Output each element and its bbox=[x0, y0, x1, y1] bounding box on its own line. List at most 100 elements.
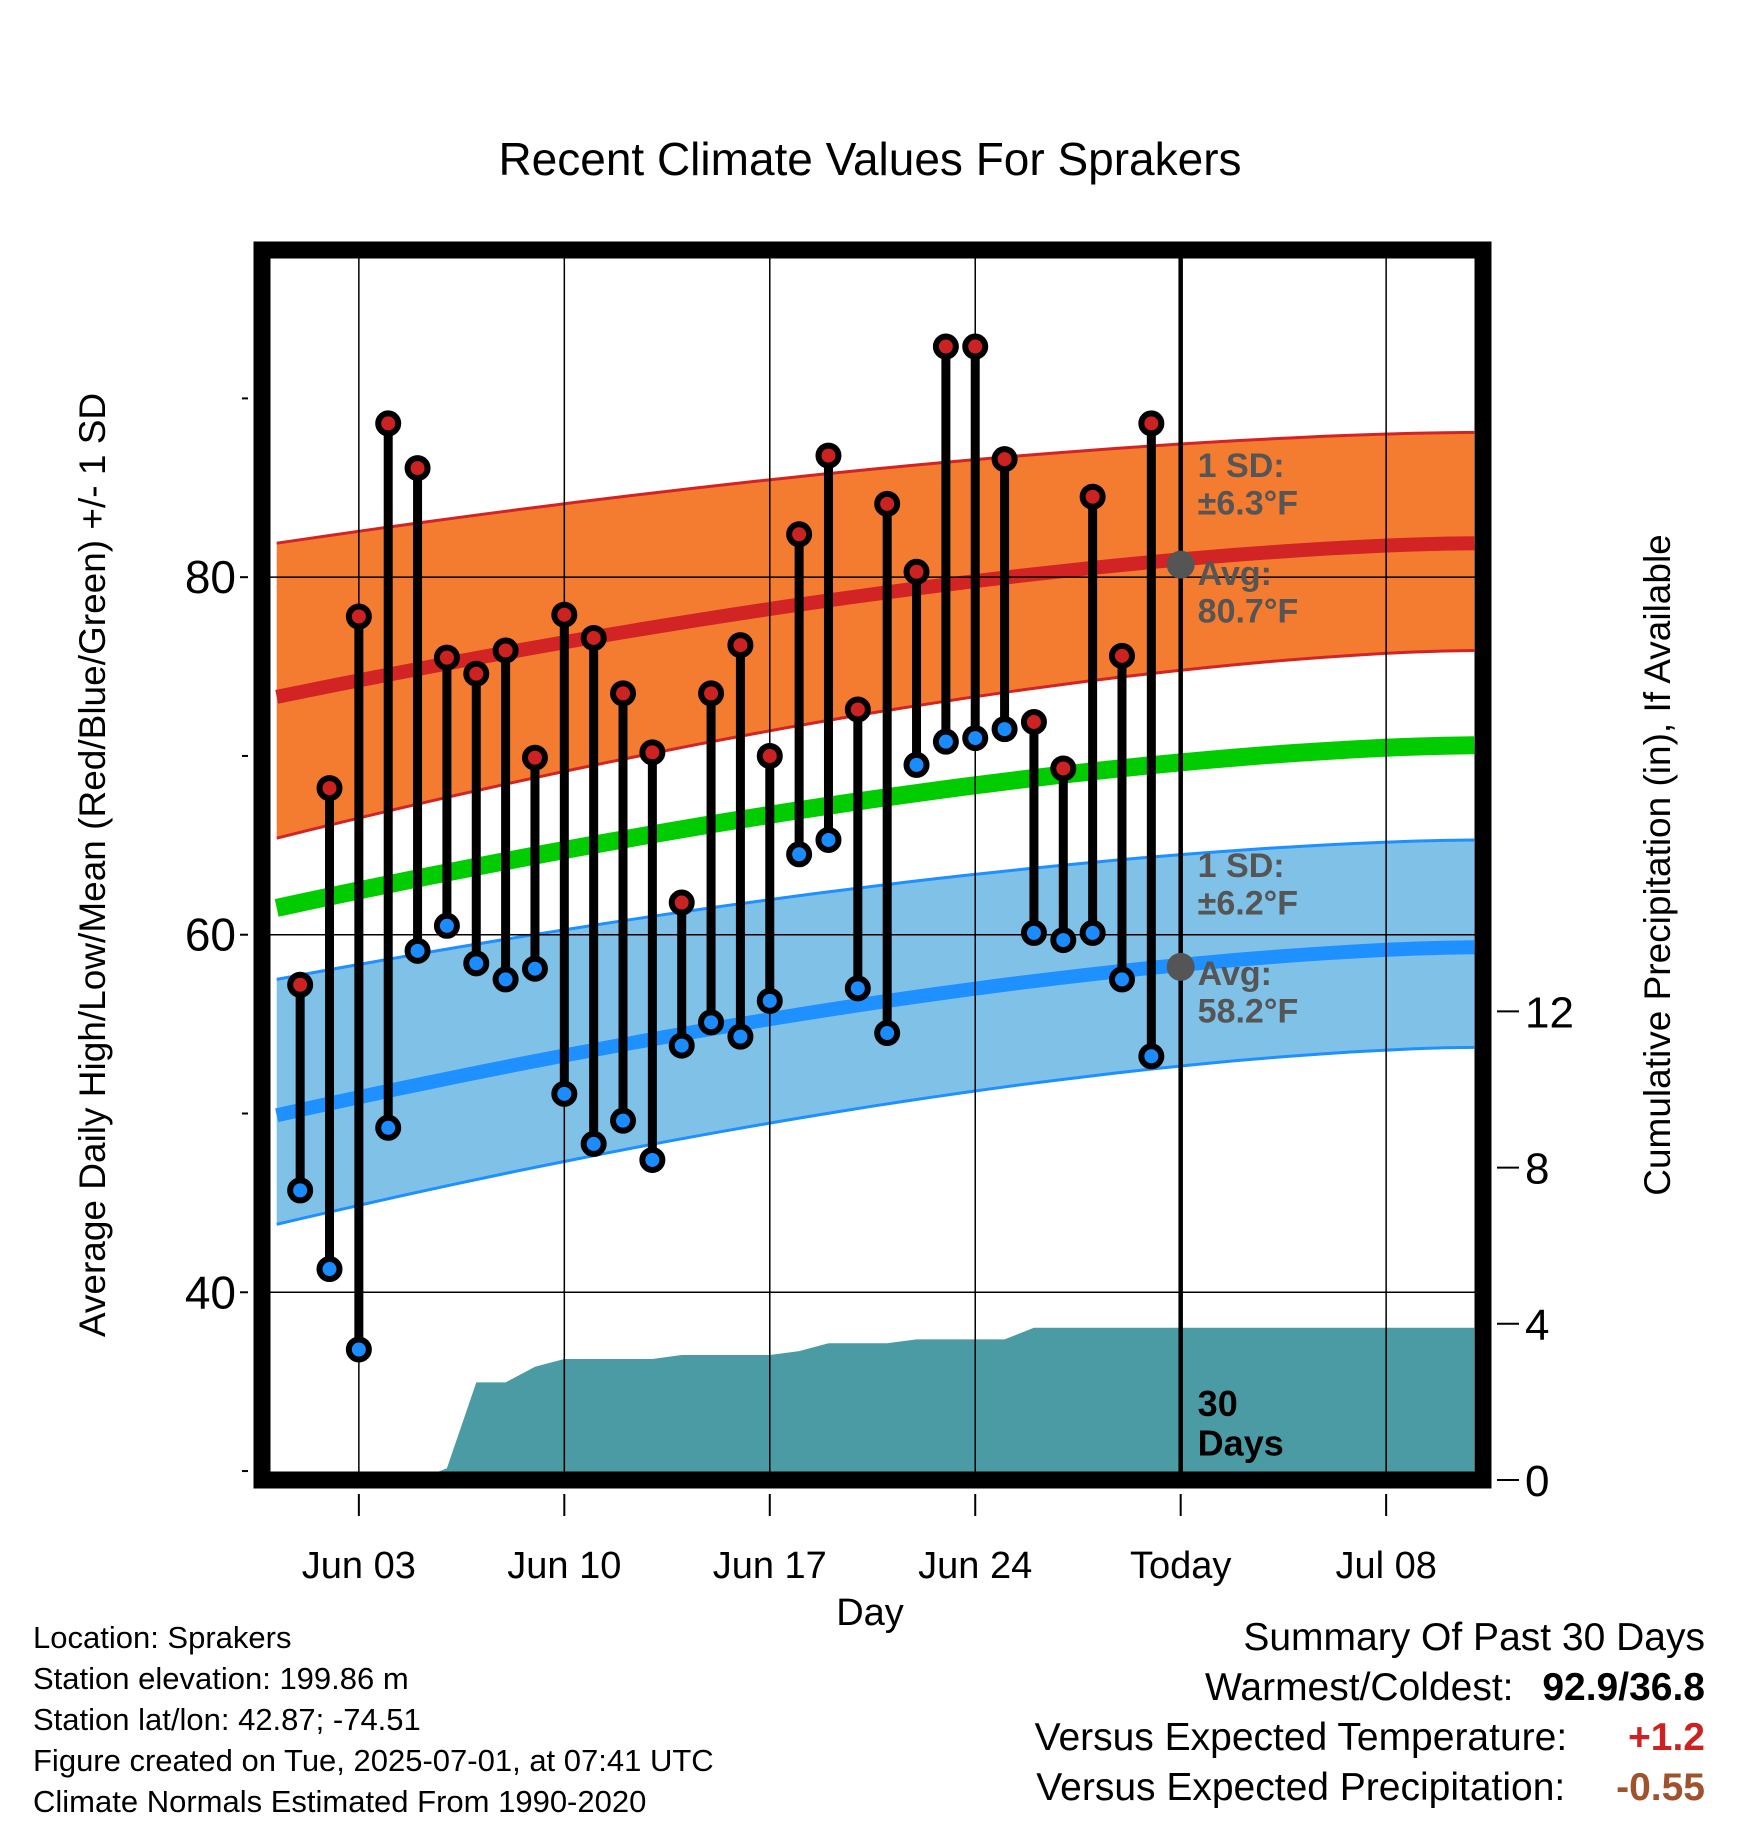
daily-low-point bbox=[345, 1336, 372, 1363]
daily-low-point bbox=[404, 937, 431, 964]
x-tick-label: Jun 24 bbox=[918, 1545, 1032, 1587]
precip-value: -0.55 bbox=[1616, 1766, 1705, 1809]
low-avg-label: Avg: 58.2°F bbox=[1198, 955, 1299, 1030]
high-avg-label: Avg: 80.7°F bbox=[1198, 555, 1299, 630]
summary-temp-row: Versus Expected Temperature: +1.2 bbox=[1035, 1713, 1705, 1763]
daily-high-point bbox=[551, 601, 578, 628]
daily-low-point bbox=[287, 1177, 314, 1204]
daily-high-point bbox=[610, 680, 637, 707]
low-avg-marker bbox=[1166, 952, 1195, 981]
created-text: Figure created on Tue, 2025-07-01, at 07… bbox=[33, 1743, 714, 1778]
daily-low-point bbox=[1050, 927, 1077, 954]
daily-high-point bbox=[345, 603, 372, 630]
daily-low-point bbox=[698, 1009, 725, 1036]
warm-cold-label: Warmest/Coldest: bbox=[1205, 1666, 1514, 1709]
daily-high-point bbox=[492, 637, 519, 664]
daily-high-point bbox=[698, 680, 725, 707]
location-text: Location: Sprakers bbox=[33, 1620, 292, 1655]
daily-low-point bbox=[492, 966, 519, 993]
daily-low-point bbox=[551, 1080, 578, 1107]
daily-high-point bbox=[639, 739, 666, 766]
temp-value: +1.2 bbox=[1628, 1716, 1705, 1759]
daily-low-point bbox=[991, 716, 1018, 743]
normals-text: Climate Normals Estimated From 1990-2020 bbox=[33, 1784, 647, 1819]
y-tick-label-right: 4 bbox=[1525, 1301, 1549, 1350]
y-tick-label-left: 80 bbox=[185, 551, 236, 603]
daily-high-point bbox=[580, 624, 607, 651]
daily-high-point bbox=[991, 446, 1018, 473]
x-tick-label: Jul 08 bbox=[1335, 1545, 1436, 1587]
daily-high-point bbox=[874, 490, 901, 517]
x-axis-label: Day bbox=[836, 1592, 904, 1634]
daily-high-point bbox=[962, 333, 989, 360]
station-info: Location: Sprakers Station elevation: 19… bbox=[33, 1617, 714, 1822]
high-sd-band bbox=[276, 432, 1475, 839]
daily-high-point bbox=[727, 632, 754, 659]
low-sd-band-lower-edge bbox=[276, 1045, 1475, 1226]
summary-warm-cold-row: Warmest/Coldest: 92.9/36.8 bbox=[1035, 1663, 1705, 1713]
daily-low-point bbox=[844, 975, 871, 1002]
daily-high-point bbox=[756, 742, 783, 769]
high-avg-marker bbox=[1166, 550, 1195, 579]
daily-high-point bbox=[433, 644, 460, 671]
low-sd-label: 1 SD: ±6.2°F bbox=[1198, 847, 1298, 922]
daily-low-point bbox=[932, 728, 959, 755]
summary-title: Summary Of Past 30 Days bbox=[1243, 1616, 1705, 1659]
summary-panel: Summary Of Past 30 Days Warmest/Coldest:… bbox=[1035, 1613, 1705, 1813]
daily-high-point bbox=[375, 410, 402, 437]
y-axis-label-left: Average Daily High/Low/Mean (Red/Blue/Gr… bbox=[72, 393, 113, 1337]
daily-high-point bbox=[903, 558, 930, 585]
daily-low-point bbox=[1079, 919, 1106, 946]
high-sd-label: 1 SD: ±6.3°F bbox=[1198, 447, 1298, 522]
daily-high-point bbox=[287, 971, 314, 998]
daily-low-point bbox=[463, 950, 490, 977]
daily-low-point bbox=[668, 1032, 695, 1059]
daily-low-point bbox=[1138, 1043, 1165, 1070]
daily-low-point bbox=[580, 1130, 607, 1157]
daily-low-point bbox=[1108, 966, 1135, 993]
high-sd-band-upper-edge bbox=[276, 430, 1475, 545]
daily-low-point bbox=[316, 1256, 343, 1283]
daily-low-point bbox=[433, 912, 460, 939]
x-tick-label: Today bbox=[1130, 1545, 1231, 1587]
daily-low-point bbox=[610, 1107, 637, 1134]
daily-low-point bbox=[815, 826, 842, 853]
daily-high-point bbox=[668, 889, 695, 916]
plot-area: 1 SD: ±6.3°F Avg: 80.7°F 1 SD: ±6.2°F Avg: 58.2… bbox=[185, 241, 1574, 1587]
daily-high-point bbox=[786, 521, 813, 548]
x-tick-label: Jun 17 bbox=[713, 1545, 827, 1587]
daily-low-point bbox=[639, 1146, 666, 1173]
daily-high-point bbox=[815, 442, 842, 469]
daily-high-point bbox=[463, 660, 490, 687]
daily-low-point bbox=[756, 987, 783, 1014]
daily-high-point bbox=[1020, 708, 1047, 735]
daily-high-point bbox=[1050, 755, 1077, 782]
daily-low-point bbox=[903, 751, 930, 778]
daily-high-point bbox=[1079, 483, 1106, 510]
daily-high-point bbox=[404, 455, 431, 482]
x-tick-label: Jun 10 bbox=[507, 1545, 621, 1587]
daily-high-point bbox=[844, 696, 871, 723]
daily-low-point bbox=[375, 1114, 402, 1141]
daily-low-point bbox=[1020, 919, 1047, 946]
y-axis-label-right: Cumulative Precipitation (in), If Availa… bbox=[1637, 534, 1678, 1196]
days-label: 30 Days bbox=[1198, 1383, 1284, 1464]
latlon-text: Station lat/lon: 42.87; -74.51 bbox=[33, 1702, 421, 1737]
daily-low-point bbox=[962, 725, 989, 752]
summary-precip-row: Versus Expected Precipitation: -0.55 bbox=[1035, 1763, 1705, 1813]
daily-high-point bbox=[521, 744, 548, 771]
x-tick-label: Jun 03 bbox=[302, 1545, 416, 1587]
y-tick-label-left: 60 bbox=[185, 909, 236, 961]
plot-content: 1 SD: ±6.3°F Avg: 80.7°F 1 SD: ±6.2°F Avg: 58.2… bbox=[262, 250, 1483, 1480]
high-normal-line bbox=[275, 536, 1475, 704]
low-normal-line bbox=[275, 940, 1475, 1123]
y-tick-label-right: 12 bbox=[1525, 988, 1574, 1037]
daily-low-point bbox=[727, 1023, 754, 1050]
precip-area bbox=[276, 1327, 1475, 1480]
warm-cold-value: 92.9/36.8 bbox=[1542, 1666, 1705, 1709]
y-tick-label-right: 0 bbox=[1525, 1457, 1549, 1506]
daily-low-point bbox=[521, 955, 548, 982]
daily-low-point bbox=[874, 1020, 901, 1047]
daily-low-point bbox=[786, 841, 813, 868]
